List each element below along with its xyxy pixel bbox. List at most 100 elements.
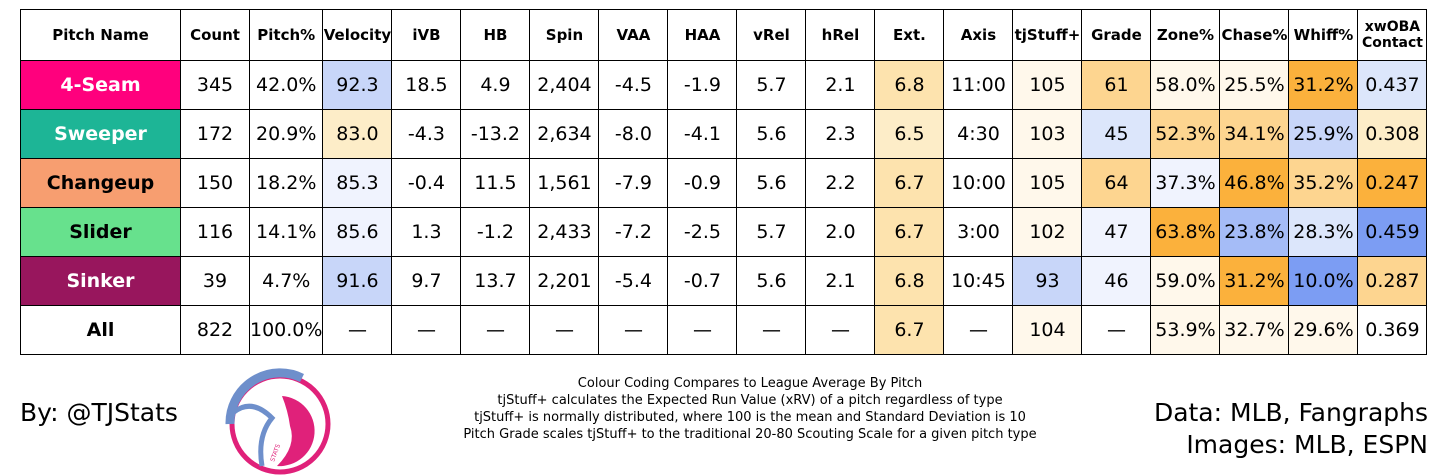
cell-haa: -0.7 xyxy=(667,256,738,306)
note-line: tjStuff+ is normally distributed, where … xyxy=(474,410,1026,425)
cell-whiff: 28.3% xyxy=(1288,207,1359,257)
table-row: Sinker 39 4.7% 91.6 9.7 13.7 2,201 -5.4 -0.7 5.6 2… xyxy=(20,256,1428,306)
cell-hb: -13.2 xyxy=(460,109,531,159)
cell-axis: 3:00 xyxy=(943,207,1014,257)
cell-vrel: 5.6 xyxy=(736,158,807,208)
data-source: Data: MLB, Fangraphs xyxy=(1153,398,1428,427)
cell-hb: -1.2 xyxy=(460,207,531,257)
note-line: Pitch Grade scales tjStuff+ to the tradi… xyxy=(463,427,1037,442)
cell-vaa: -8.0 xyxy=(598,109,669,159)
cell-ivb: 1.3 xyxy=(391,207,462,257)
cell-axis: 10:00 xyxy=(943,158,1014,208)
col-header-ivb: iVB xyxy=(391,9,462,61)
table-row: All 822 100.0% — — — — — — — —6.7—104—53.9% 32.7% 29… xyxy=(20,305,1428,355)
cell-count: 822 xyxy=(180,305,250,355)
cell-whiff: 29.6% xyxy=(1288,305,1359,355)
cell-vrel: 5.6 xyxy=(736,256,807,306)
cell-haa: -1.9 xyxy=(667,60,738,110)
cell-ivb: -4.3 xyxy=(391,109,462,159)
cell-haa: — xyxy=(667,305,738,355)
cell-vaa: -7.9 xyxy=(598,158,669,208)
cell-vrel: 5.7 xyxy=(736,207,807,257)
cell-pitch_pct: 4.7% xyxy=(248,256,324,306)
cell-hb: 13.7 xyxy=(460,256,531,306)
table-row: Slider 116 14.1% 85.6 1.3 -1.2 2,433 -7.2 -2.5 5.… xyxy=(20,207,1428,257)
col-header-vaa: VAA xyxy=(598,9,669,61)
pitch-name-cell: All xyxy=(20,305,181,355)
cell-ivb: — xyxy=(391,305,462,355)
cell-velocity: — xyxy=(322,305,393,355)
cell-velocity: 85.6 xyxy=(322,207,393,257)
cell-axis: 10:45 xyxy=(943,256,1014,306)
cell-hb: 4.9 xyxy=(460,60,531,110)
col-header-xwoba: xwOBA Contact xyxy=(1357,9,1428,61)
cell-count: 150 xyxy=(180,158,250,208)
cell-grade: — xyxy=(1081,305,1152,355)
note-line: tjStuff+ calculates the Expected Run Val… xyxy=(497,393,1003,408)
cell-chase: 23.8% xyxy=(1219,207,1290,257)
cell-vaa: — xyxy=(598,305,669,355)
cell-zone: 59.0% xyxy=(1150,256,1221,306)
col-header-hb: HB xyxy=(460,9,531,61)
cell-tjstuff: 93 xyxy=(1012,256,1083,306)
cell-chase: 32.7% xyxy=(1219,305,1290,355)
cell-zone: 53.9% xyxy=(1150,305,1221,355)
cell-chase: 31.2% xyxy=(1219,256,1290,306)
cell-velocity: 85.3 xyxy=(322,158,393,208)
cell-haa: -4.1 xyxy=(667,109,738,159)
logo-pink-fill xyxy=(277,396,315,467)
cell-spin: 1,561 xyxy=(529,158,600,208)
image-source: Images: MLB, ESPN xyxy=(1186,430,1428,459)
cell-velocity: 83.0 xyxy=(322,109,393,159)
cell-chase: 25.5% xyxy=(1219,60,1290,110)
cell-hrel: 2.1 xyxy=(805,256,876,306)
col-header-grade: Grade xyxy=(1081,9,1152,61)
cell-hrel: 2.0 xyxy=(805,207,876,257)
table-body: 4-Seam 345 42.0% 92.3 18.5 4.9 2,404 -4.5 -1.9 5.… xyxy=(20,60,1428,355)
cell-tjstuff: 102 xyxy=(1012,207,1083,257)
cell-velocity: 91.6 xyxy=(322,256,393,306)
pitch-name-cell: Sinker xyxy=(20,256,181,306)
cell-whiff: 35.2% xyxy=(1288,158,1359,208)
cell-pitch_pct: 20.9% xyxy=(248,109,324,159)
cell-whiff: 25.9% xyxy=(1288,109,1359,159)
cell-chase: 46.8% xyxy=(1219,158,1290,208)
pitch-name-cell: Changeup xyxy=(20,158,181,208)
cell-vrel: 5.6 xyxy=(736,109,807,159)
col-header-ext: Ext. xyxy=(874,9,945,61)
col-header-haa: HAA xyxy=(667,9,738,61)
cell-grade: 64 xyxy=(1081,158,1152,208)
cell-grade: 46 xyxy=(1081,256,1152,306)
cell-ext: 6.8 xyxy=(874,256,945,306)
cell-hrel: 2.1 xyxy=(805,60,876,110)
cell-ext: 6.7 xyxy=(874,207,945,257)
cell-xwoba: 0.369 xyxy=(1357,305,1428,355)
pitch-name-cell: Sweeper xyxy=(20,109,181,159)
cell-zone: 37.3% xyxy=(1150,158,1221,208)
cell-ivb: -0.4 xyxy=(391,158,462,208)
cell-tjstuff: 105 xyxy=(1012,60,1083,110)
cell-zone: 52.3% xyxy=(1150,109,1221,159)
cell-tjstuff: 104 xyxy=(1012,305,1083,355)
cell-zone: 63.8% xyxy=(1150,207,1221,257)
cell-count: 116 xyxy=(180,207,250,257)
table-row: Changeup 150 18.2% 85.3 -0.4 11.5 1,561 -7.9 -0.… xyxy=(20,158,1428,208)
tjstats-logo: STATS xyxy=(225,368,331,475)
cell-hb: — xyxy=(460,305,531,355)
cell-ext: 6.7 xyxy=(874,158,945,208)
cell-pitch_pct: 42.0% xyxy=(248,60,324,110)
cell-hrel: 2.2 xyxy=(805,158,876,208)
cell-xwoba: 0.459 xyxy=(1357,207,1428,257)
col-header-count: Count xyxy=(180,9,250,61)
cell-pitch_pct: 18.2% xyxy=(248,158,324,208)
table-row: 4-Seam 345 42.0% 92.3 18.5 4.9 2,404 -4.5 -1.9 5.… xyxy=(20,60,1428,110)
cell-velocity: 92.3 xyxy=(322,60,393,110)
col-header-spin: Spin xyxy=(529,9,600,61)
cell-vaa: -5.4 xyxy=(598,256,669,306)
cell-hb: 11.5 xyxy=(460,158,531,208)
cell-vaa: -4.5 xyxy=(598,60,669,110)
cell-spin: 2,201 xyxy=(529,256,600,306)
cell-spin: 2,634 xyxy=(529,109,600,159)
cell-xwoba: 0.437 xyxy=(1357,60,1428,110)
col-header-whiff: Whiff% xyxy=(1288,9,1359,61)
